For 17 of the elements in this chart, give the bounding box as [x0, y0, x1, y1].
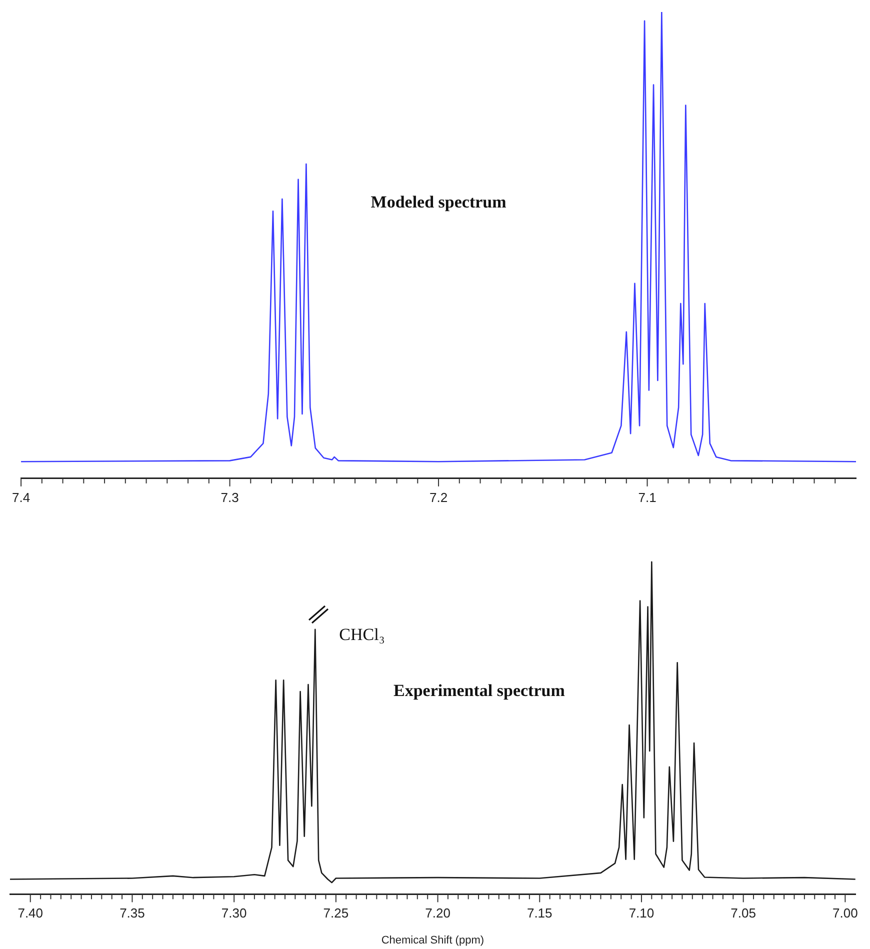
annotation: Experimental spectrum [393, 680, 565, 700]
x-tick-label: 7.3 [220, 490, 239, 505]
x-tick-label: 7.4 [12, 490, 30, 505]
x-tick-label: 7.00 [832, 906, 858, 921]
annotation: Modeled spectrum [370, 192, 506, 212]
x-axis-title: Chemical Shift (ppm) [381, 934, 484, 946]
annotation: CHCl₃ [339, 624, 385, 644]
x-tick-label: 7.40 [18, 906, 44, 921]
x-tick-label: 7.1 [638, 490, 656, 505]
x-tick-label: 7.20 [425, 906, 450, 921]
x-tick-label: 7.10 [628, 906, 654, 921]
x-tick-label: 7.35 [120, 906, 145, 921]
x-tick-label: 7.15 [526, 906, 552, 921]
x-tick-label: 7.2 [429, 490, 448, 505]
x-tick-label: 7.05 [730, 906, 756, 921]
x-tick-label: 7.25 [323, 906, 349, 921]
x-tick-label: 7.30 [221, 906, 247, 921]
